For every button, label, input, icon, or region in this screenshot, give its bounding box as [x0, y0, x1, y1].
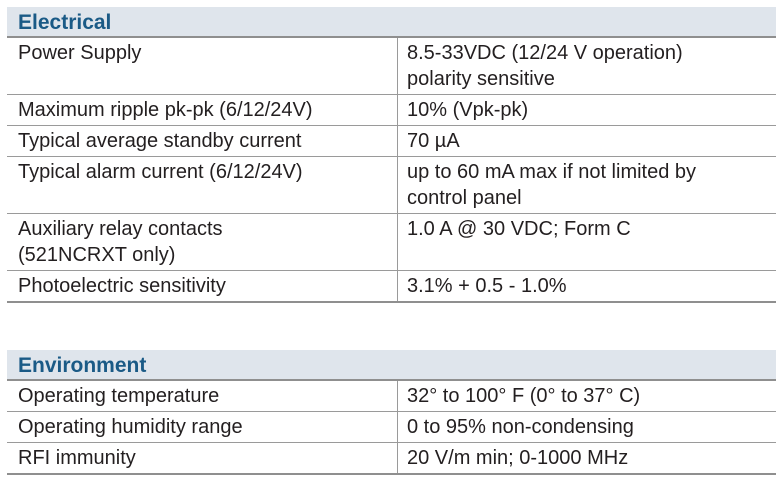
spec-value: 10% (Vpk-pk)	[407, 99, 529, 121]
spec-label: Power Supply	[7, 38, 398, 94]
spec-value: 20 V/m min; 0-1000 MHz	[407, 447, 629, 469]
spec-label: Operating humidity range	[7, 412, 398, 442]
spec-value: 8.5-33VDC (12/24 V operation) polarity s…	[407, 42, 683, 90]
spec-value: up to 60 mA max if not limited by contro…	[407, 161, 697, 209]
table-row: Maximum ripple pk-pk (6/12/24V) 10% (Vpk…	[7, 95, 776, 126]
spec-value: 3.1% + 0.5 - 1.0%	[407, 275, 567, 297]
table-row: Typical average standby current 70 µA	[7, 126, 776, 157]
environment-spec-table: Environment Operating temperature 32° to…	[7, 350, 776, 475]
table-row: Typical alarm current (6/12/24V) up to 6…	[7, 157, 776, 214]
table-row: Power Supply 8.5-33VDC (12/24 V operatio…	[7, 38, 776, 95]
table-row: Photoelectric sensitivity 3.1% + 0.5 - 1…	[7, 271, 776, 303]
spec-label: RFI immunity	[7, 443, 398, 473]
environment-section-title: Environment	[7, 350, 776, 381]
spec-label: Operating temperature	[7, 381, 398, 411]
spec-label: Photoelectric sensitivity	[7, 271, 398, 301]
table-row: Operating temperature 32° to 100° F (0° …	[7, 381, 776, 412]
spec-label: Auxiliary relay contacts (521NCRXT only)	[7, 214, 398, 270]
electrical-section-title: Electrical	[7, 7, 776, 38]
spec-label: Maximum ripple pk-pk (6/12/24V)	[7, 95, 398, 125]
table-row: RFI immunity 20 V/m min; 0-1000 MHz	[7, 443, 776, 475]
spec-value: 32° to 100° F (0° to 37° C)	[407, 385, 641, 407]
spec-label: Typical average standby current	[7, 126, 398, 156]
table-row: Operating humidity range 0 to 95% non-co…	[7, 412, 776, 443]
spec-value: 1.0 A @ 30 VDC; Form C	[407, 218, 631, 240]
electrical-spec-table: Electrical Power Supply 8.5-33VDC (12/24…	[7, 7, 776, 303]
spec-value: 0 to 95% non-condensing	[407, 416, 634, 438]
table-row: Auxiliary relay contacts (521NCRXT only)…	[7, 214, 776, 271]
spec-value: 70 µA	[407, 130, 460, 152]
spec-label: Typical alarm current (6/12/24V)	[7, 157, 398, 213]
